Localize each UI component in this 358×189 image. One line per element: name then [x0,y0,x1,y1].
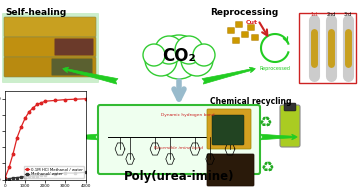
Text: Chemical recycling: Chemical recycling [210,97,291,106]
Methanol/ water [19,176,23,178]
Methanol/ water [11,177,15,179]
Methanol/ water [15,176,19,179]
Text: Poly(urea-imine): Poly(urea-imine) [124,170,234,183]
Text: 3rd: 3rd [344,12,352,17]
FancyBboxPatch shape [236,22,242,28]
0.1M HCl Methanol / water [19,126,23,128]
Text: ♻: ♻ [259,115,273,130]
Methanol/ water [83,171,88,174]
Methanol/ water [31,175,35,177]
0.1M HCl Methanol / water [23,117,27,119]
Text: Dynamic hydrogen bond: Dynamic hydrogen bond [161,113,215,117]
Text: Reprocessing: Reprocessing [210,8,278,17]
Legend: 0.1M HCl Methanol / water, Methanol/ water: 0.1M HCl Methanol / water, Methanol/ wat… [24,167,84,178]
Text: CO₂: CO₂ [162,47,196,65]
Text: Degradation: Degradation [5,97,68,106]
FancyBboxPatch shape [207,154,254,186]
Circle shape [145,44,177,76]
Methanol/ water [73,172,78,174]
0.1M HCl Methanol / water [73,98,78,100]
Methanol/ water [3,178,7,181]
Methanol/ water [7,178,11,180]
Circle shape [155,36,183,64]
FancyBboxPatch shape [242,32,248,37]
0.1M HCl Methanol / water [15,136,19,139]
FancyBboxPatch shape [252,35,258,40]
FancyBboxPatch shape [280,105,300,147]
Text: 1st: 1st [310,12,318,17]
0.1M HCl Methanol / water [11,153,15,155]
Circle shape [175,36,203,64]
0.1M HCl Methanol / water [35,103,39,106]
FancyBboxPatch shape [207,109,251,149]
Circle shape [143,44,165,66]
Methanol/ water [39,174,43,176]
Text: ♻: ♻ [261,160,275,176]
Line: Methanol/ water: Methanol/ water [4,171,87,181]
FancyBboxPatch shape [52,59,92,75]
Text: 2nd: 2nd [326,12,336,17]
FancyBboxPatch shape [227,28,234,33]
Methanol/ water [23,176,27,178]
FancyBboxPatch shape [4,57,96,77]
Text: Reversible imine bond: Reversible imine bond [155,146,203,150]
Circle shape [181,44,213,76]
FancyBboxPatch shape [54,39,93,56]
0.1M HCl Methanol / water [53,99,58,101]
FancyBboxPatch shape [4,17,96,37]
0.1M HCl Methanol / water [83,98,88,100]
0.1M HCl Methanol / water [31,107,35,109]
0.1M HCl Methanol / water [43,100,48,102]
Methanol/ water [43,174,48,176]
Methanol/ water [53,173,58,175]
FancyBboxPatch shape [299,13,356,83]
FancyBboxPatch shape [98,105,260,174]
Text: Cut: Cut [246,19,258,25]
0.1M HCl Methanol / water [63,98,68,101]
0.1M HCl Methanol / water [27,111,32,113]
Line: 0.1M HCl Methanol / water: 0.1M HCl Methanol / water [4,98,87,179]
FancyBboxPatch shape [232,37,240,43]
FancyBboxPatch shape [284,103,296,111]
Methanol/ water [63,172,68,174]
Methanol/ water [35,174,39,177]
FancyBboxPatch shape [212,115,244,145]
FancyBboxPatch shape [247,25,255,30]
Text: Self-healing: Self-healing [5,8,66,17]
0.1M HCl Methanol / water [7,166,11,169]
Text: Reprocessed: Reprocessed [260,66,290,71]
FancyBboxPatch shape [2,13,99,83]
Circle shape [193,44,215,66]
Circle shape [157,35,201,79]
Methanol/ water [27,175,32,177]
0.1M HCl Methanol / water [3,177,7,179]
FancyBboxPatch shape [4,37,96,57]
0.1M HCl Methanol / water [39,102,43,104]
